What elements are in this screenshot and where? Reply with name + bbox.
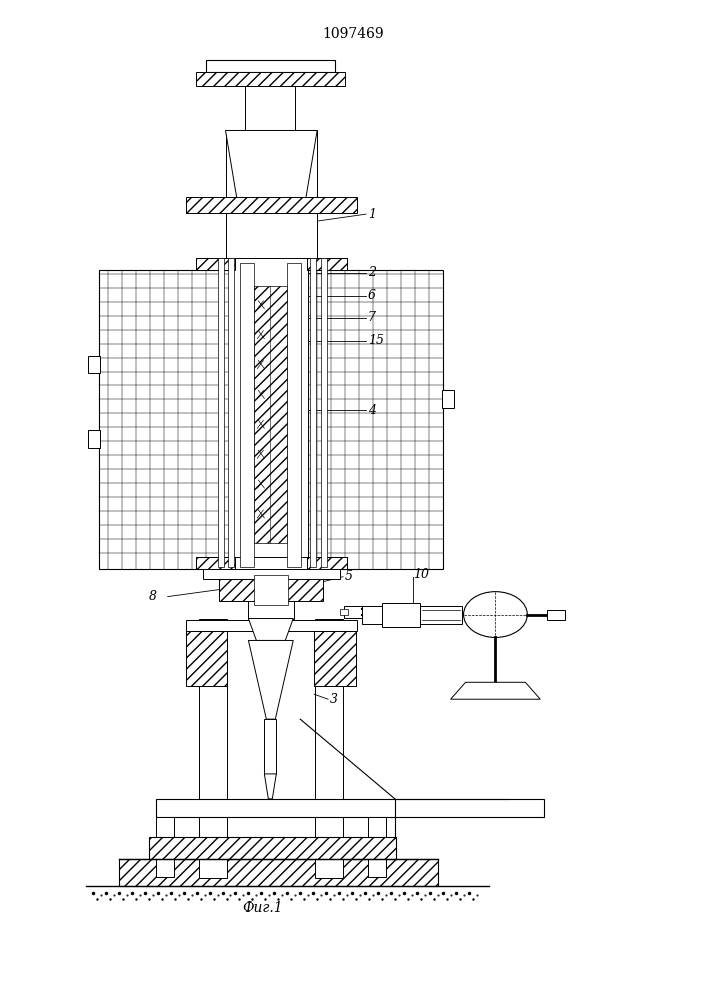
Bar [287,263,301,567]
Bar [186,631,228,686]
Text: 15: 15 [368,334,384,347]
Bar [218,258,223,567]
Text: 6: 6 [368,289,376,302]
Text: Фиг.1: Фиг.1 [242,901,283,915]
Bar [226,130,317,202]
Bar [196,72,345,86]
Bar [547,610,565,620]
Bar [420,606,462,624]
Bar [368,817,386,877]
Ellipse shape [464,592,527,637]
Text: 10: 10 [413,568,428,581]
Text: 2: 2 [368,266,376,279]
Bar [382,603,420,627]
Bar [340,609,348,615]
Bar [119,859,438,886]
Bar [308,270,443,569]
Bar [344,606,362,618]
Polygon shape [264,774,276,799]
Bar [199,619,226,838]
Bar [362,606,390,624]
Bar [196,557,235,569]
Bar [315,619,343,838]
Text: 5: 5 [345,570,353,583]
Bar [196,557,347,569]
Bar [148,837,396,859]
Polygon shape [248,640,293,719]
Bar [199,838,226,878]
Bar [307,557,347,569]
Bar [196,258,347,270]
Bar [442,390,454,408]
Bar [248,601,294,619]
Bar [99,270,233,569]
Bar [255,575,288,605]
Bar [203,569,340,579]
Text: 4: 4 [368,404,376,417]
Text: 8: 8 [148,590,157,603]
Bar [226,213,317,258]
Bar [88,356,100,373]
Bar [255,286,287,543]
Bar [310,258,316,567]
Bar [314,631,356,686]
Text: 3: 3 [330,693,338,706]
Bar [321,258,327,567]
Text: 9: 9 [330,621,338,634]
Bar [240,263,255,567]
Bar [245,86,296,130]
Text: 1097469: 1097469 [322,27,384,41]
Polygon shape [450,682,540,699]
Bar [156,817,174,877]
Bar [156,799,544,817]
Bar [206,60,335,72]
Text: 7: 7 [368,311,376,324]
Text: 1: 1 [368,208,376,221]
Bar [233,258,308,569]
Bar [196,258,235,270]
Polygon shape [248,619,293,640]
Bar [186,620,357,631]
Bar [88,430,100,448]
Bar [307,258,347,270]
Bar [228,258,235,567]
Bar [264,719,276,774]
Bar [218,579,323,601]
Bar [186,197,357,213]
Polygon shape [226,130,317,202]
Bar [315,838,343,878]
